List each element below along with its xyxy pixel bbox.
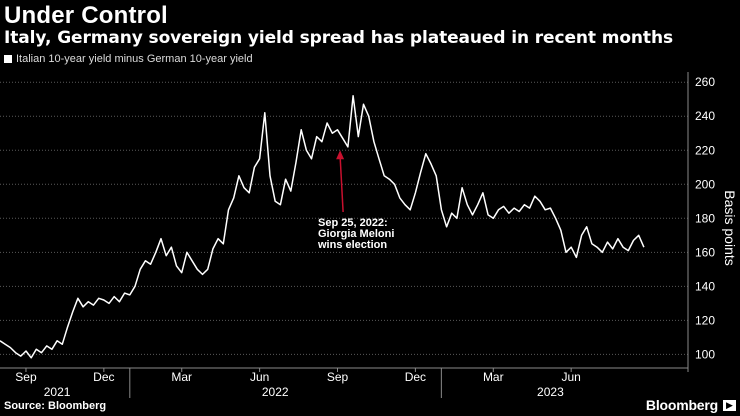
y-tick-label: 220 [695,143,715,157]
legend-swatch [4,55,12,63]
x-tick-label: Jun [250,370,269,384]
y-tick-label: 200 [695,177,715,191]
legend: Italian 10-year yield minus German 10-ye… [4,53,253,65]
bloomberg-logo-icon: ▶ [723,400,736,411]
legend-label: Italian 10-year yield minus German 10-ye… [16,53,253,65]
series-line [0,95,645,359]
annotation-label: wins election [317,239,387,251]
annotation-label: Giorgia Meloni [318,228,394,240]
x-tick-label: Dec [93,370,114,384]
y-tick-label: 100 [695,347,715,361]
x-tick-label: Mar [483,370,504,384]
annotation-arrowhead [336,150,345,160]
y-tick-label: 180 [695,211,715,225]
y-tick-label: 240 [695,109,715,123]
annotation-arrow [339,156,344,213]
source-note: Source: Bloomberg [4,400,107,412]
x-tick-label: Sep [327,370,349,384]
year-label: 2022 [262,385,289,399]
chart-subtitle: Italy, Germany sovereign yield spread ha… [4,28,673,48]
chart-title: Under Control [4,2,168,29]
x-tick-label: Dec [405,370,426,384]
y-tick-label: 120 [695,313,715,327]
year-label: 2021 [44,385,71,399]
y-tick-label: 140 [695,279,715,293]
brand-name: Bloomberg [645,397,718,413]
year-label: 2023 [537,385,564,399]
y-axis-title: Basis points [722,190,738,265]
y-tick-label: 160 [695,245,715,259]
y-tick-label: 260 [695,75,715,89]
x-tick-label: Jun [561,370,580,384]
x-tick-label: Sep [15,370,37,384]
x-tick-label: Mar [171,370,192,384]
annotation-label: Sep 25, 2022: [318,217,388,229]
